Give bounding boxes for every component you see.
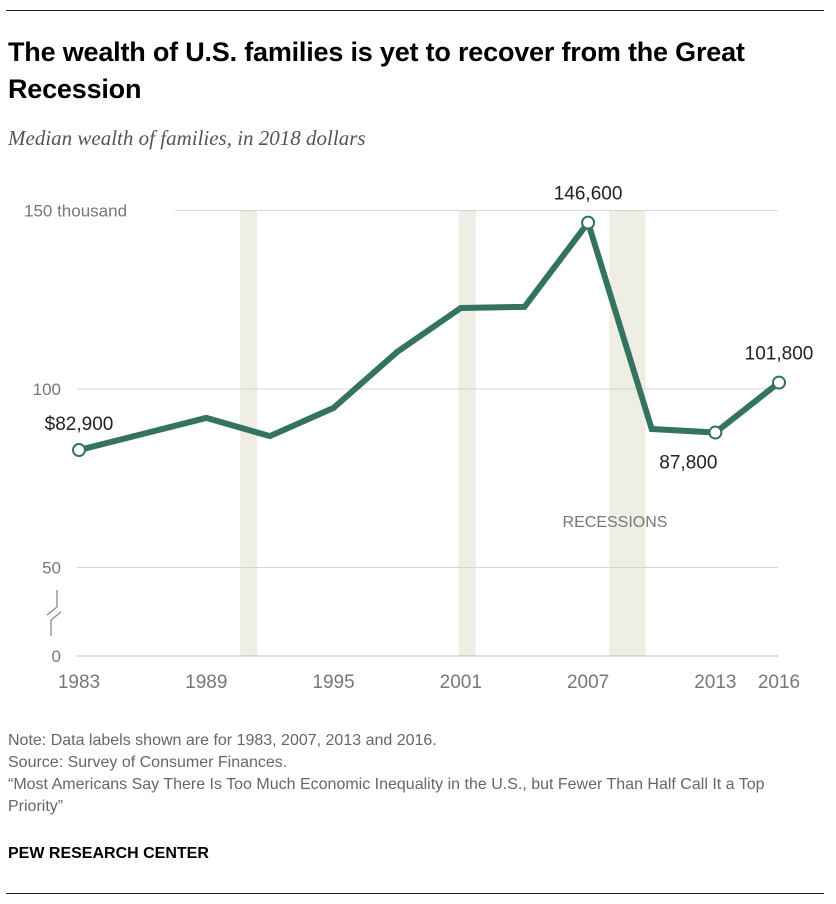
source-text: Source: Survey of Consumer Finances. [8,754,288,771]
recession-band [240,211,258,656]
data-point-marker [72,443,86,458]
y-tick-label: 100 [33,380,61,399]
axis-break-icon [46,590,62,636]
recession-band [609,211,646,656]
report-title: “Most Americans Say There Is Too Much Ec… [8,776,765,815]
chart-subtitle: Median wealth of families, in 2018 dolla… [8,126,366,150]
x-tick-label: 1995 [312,672,354,693]
data-label: $82,900 [45,414,114,435]
brand-logo-text: PEW RESEARCH CENTER [8,845,209,862]
data-label: 101,800 [745,344,814,365]
series-line [78,216,781,453]
top-rule [6,10,824,11]
data-point-marker [708,425,723,440]
x-tick-label: 2007 [567,672,609,693]
data-point-marker [581,215,596,230]
line-chart: RECESSIONS 150 thousand 100 50 0 1983 1989 1995… [24,184,814,693]
y-tick-label: 150 thousand [24,202,127,221]
x-tick-label: 1983 [58,672,100,693]
x-tick-label: 1989 [185,672,227,693]
y-tick-label: 50 [42,559,61,578]
x-tick-label: 2016 [758,672,800,693]
x-tick-label: 2013 [694,672,736,693]
recession-label: RECESSIONS [563,514,668,531]
x-tick-label: 2001 [440,672,482,693]
bottom-rule [6,893,824,894]
note-text: Note: Data labels shown are for 1983, 20… [8,732,437,749]
data-label: 146,600 [554,184,623,205]
recession-band [458,211,476,656]
chart-title: The wealth of U.S. families is yet to re… [8,37,745,104]
data-point-marker [772,375,786,390]
y-tick-label: 0 [52,647,61,666]
data-label: 87,800 [659,453,717,474]
notes: Note: Data labels shown are for 1983, 20… [8,730,808,818]
